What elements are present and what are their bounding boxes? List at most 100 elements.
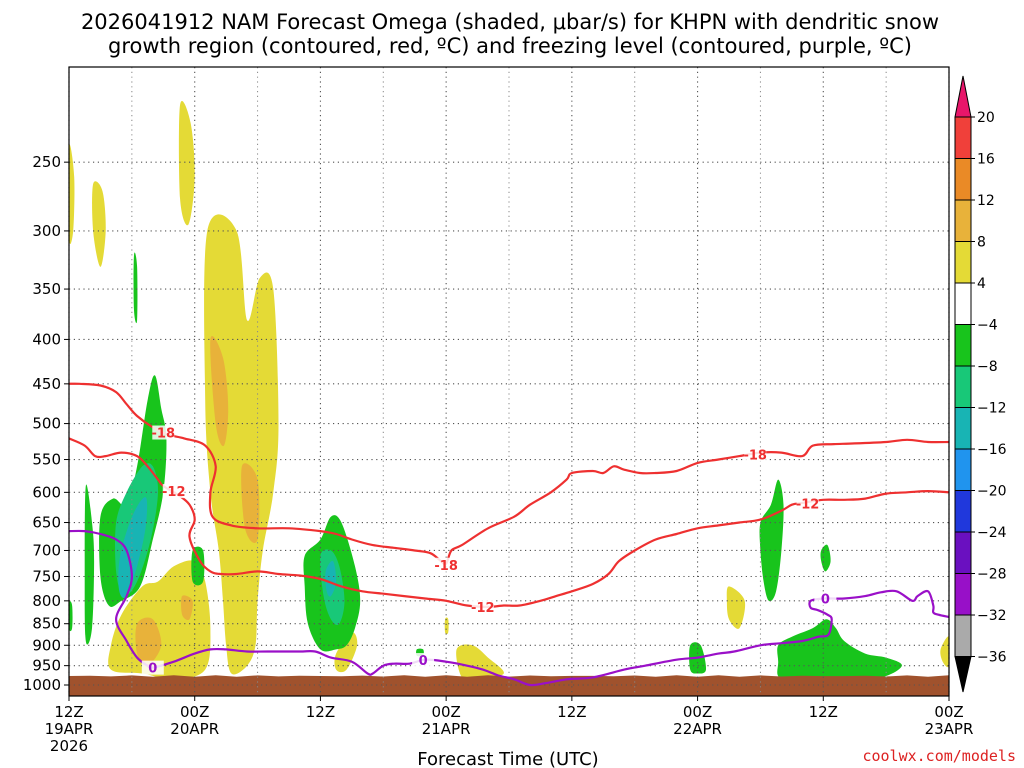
pressure-tick-label: 600 bbox=[32, 483, 61, 501]
time-tick-label: 12Z bbox=[557, 703, 586, 721]
omega-region-pos-2 bbox=[92, 181, 106, 267]
chart-title-line-2: growth region (contoured, red, ºC) and f… bbox=[108, 34, 912, 58]
pressure-tick-label: 400 bbox=[32, 330, 61, 348]
colorbar-segment bbox=[954, 324, 972, 367]
terrain-surface bbox=[69, 675, 949, 696]
colorbar-level-label: −28 bbox=[977, 567, 1007, 583]
time-tick-label: 12Z bbox=[809, 703, 838, 721]
colorbar-level-label: −16 bbox=[977, 442, 1007, 458]
pressure-tick-label: 700 bbox=[32, 541, 61, 559]
omega-region-neg-3 bbox=[191, 546, 205, 586]
omega-region-pos-east-1 bbox=[334, 632, 358, 673]
omega-region-neg-4 bbox=[133, 252, 138, 324]
omega-colorbar: 20 16 12 8 4 −4 −8 −12 −16 −20 −24 −28 −32 −36 bbox=[954, 75, 1007, 693]
colorbar-level-label: −4 bbox=[977, 318, 998, 334]
omega-region-pos-east-5 bbox=[940, 636, 949, 668]
contour-label: 0 bbox=[821, 592, 830, 607]
omega-region-pos-3 bbox=[178, 100, 195, 226]
contour-label: -12 bbox=[796, 497, 820, 512]
colorbar-top-arrow bbox=[954, 75, 972, 118]
time-tick-label: 12Z bbox=[54, 703, 83, 721]
contour-label-bg bbox=[412, 653, 435, 668]
plot-frame bbox=[68, 66, 950, 697]
omega-region-pos-orange-3 bbox=[135, 617, 162, 666]
colorbar-segment bbox=[954, 614, 972, 657]
contour-label-bg bbox=[435, 557, 458, 572]
contour-label: -12 bbox=[471, 601, 495, 616]
colorbar-level-label: −24 bbox=[977, 525, 1007, 541]
omega-region-neg-teal-1 bbox=[118, 497, 148, 599]
time-tick-label: 00Z bbox=[431, 703, 460, 721]
time-tick-label: 00Z bbox=[934, 703, 963, 721]
x-axis-label: Forecast Time (UTC) bbox=[417, 749, 598, 768]
colorbar-level-label: −20 bbox=[977, 484, 1007, 500]
colorbar-level-label: 8 bbox=[977, 235, 986, 251]
contour-label: -12 bbox=[162, 485, 186, 500]
omega-region-pos-main bbox=[204, 214, 279, 675]
colorbar-bottom-arrow bbox=[954, 656, 972, 693]
time-tick-label: 19APR bbox=[45, 720, 94, 738]
chart-title-line-1: 2026041912 NAM Forecast Omega (shaded, μ… bbox=[81, 10, 939, 34]
omega-region-neg-8 bbox=[759, 479, 784, 602]
time-tick-label: 22APR bbox=[673, 720, 722, 738]
contour-isotherm-18 bbox=[69, 382, 949, 566]
contour-label: 0 bbox=[148, 662, 157, 677]
omega-region-neg-1 bbox=[84, 484, 95, 645]
colorbar-level-label: −36 bbox=[977, 650, 1007, 666]
omega-region-neg-9 bbox=[820, 544, 831, 572]
colorbar-segment bbox=[954, 448, 972, 491]
contour-label: -18 bbox=[152, 427, 176, 442]
pressure-tick-label: 300 bbox=[32, 222, 61, 240]
contour-label: -18 bbox=[743, 449, 767, 464]
contour-layer: -18 -18 -18 -12 -12 -12 0 0 0 bbox=[69, 382, 949, 687]
pressure-tick-label: 850 bbox=[32, 615, 61, 633]
contour-label-bg bbox=[796, 496, 819, 511]
pressure-tick-label: 500 bbox=[32, 415, 61, 433]
time-tick-label: 00Z bbox=[180, 703, 209, 721]
pressure-tick-label: 800 bbox=[32, 592, 61, 610]
omega-region-pos-1 bbox=[69, 144, 75, 245]
time-tick-label: 00Z bbox=[683, 703, 712, 721]
pressure-tick-label: 650 bbox=[32, 514, 61, 532]
omega-region-pos-east-3 bbox=[444, 617, 449, 635]
contour-label: -18 bbox=[434, 559, 458, 574]
contour-label-bg bbox=[744, 447, 767, 462]
pressure-tick-label: 750 bbox=[32, 568, 61, 586]
omega-region-neg-10 bbox=[777, 619, 902, 682]
colorbar-level-label: −32 bbox=[977, 608, 1007, 624]
colorbar-level-label: 16 bbox=[977, 152, 995, 168]
colorbar-segment bbox=[954, 490, 972, 533]
colorbar-level-label: 20 bbox=[977, 110, 995, 126]
pressure-axis: 250 300 350 400 450 500 550 600 650 700 750 800 850 9… bbox=[23, 153, 69, 694]
contour-label-bg bbox=[152, 425, 175, 440]
colorbar-segment bbox=[954, 365, 972, 408]
pressure-tick-label: 350 bbox=[32, 280, 61, 298]
contour-label-bg bbox=[471, 599, 494, 614]
time-tick-label: 20APR bbox=[170, 720, 219, 738]
colorbar-segment bbox=[954, 116, 972, 159]
time-tick-label: 2026 bbox=[50, 737, 88, 755]
omega-shading-layer bbox=[69, 100, 949, 682]
pressure-tick-label: 950 bbox=[32, 657, 61, 675]
pressure-tick-label: 550 bbox=[32, 451, 61, 469]
colorbar-level-label: −8 bbox=[977, 359, 998, 375]
terrain-layer bbox=[69, 675, 949, 696]
colorbar-level-label: 12 bbox=[977, 193, 995, 209]
contour-label: 0 bbox=[419, 654, 428, 669]
colorbar-segment bbox=[954, 241, 972, 284]
omega-region-pos-east-2 bbox=[456, 644, 504, 681]
credit-text: coolwx.com/models bbox=[862, 747, 1016, 765]
colorbar-segment bbox=[954, 282, 972, 325]
contour-label-bg bbox=[162, 484, 185, 499]
omega-region-pos-east-4 bbox=[726, 586, 746, 629]
pressure-tick-label: 450 bbox=[32, 375, 61, 393]
colorbar-segment bbox=[954, 199, 972, 242]
colorbar-segment bbox=[954, 573, 972, 616]
time-tick-label: 23APR bbox=[925, 720, 974, 738]
colorbar-level-label: −12 bbox=[977, 401, 1007, 417]
colorbar-segment bbox=[954, 531, 972, 574]
omega-region-pos-orange-4 bbox=[181, 595, 193, 621]
colorbar-level-label: 4 bbox=[977, 276, 986, 292]
